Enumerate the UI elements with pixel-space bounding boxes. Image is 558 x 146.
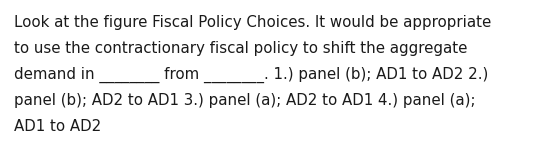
Text: demand in ________ from ________. 1.) panel (b); AD1 to AD2 2.): demand in ________ from ________. 1.) pa… bbox=[14, 67, 488, 83]
Text: AD1 to AD2: AD1 to AD2 bbox=[14, 119, 101, 134]
Text: Look at the figure Fiscal Policy Choices. It would be appropriate: Look at the figure Fiscal Policy Choices… bbox=[14, 15, 491, 30]
Text: panel (b); AD2 to AD1 3.) panel (a); AD2 to AD1 4.) panel (a);: panel (b); AD2 to AD1 3.) panel (a); AD2… bbox=[14, 93, 475, 108]
Text: to use the contractionary fiscal policy to shift the aggregate: to use the contractionary fiscal policy … bbox=[14, 41, 468, 56]
